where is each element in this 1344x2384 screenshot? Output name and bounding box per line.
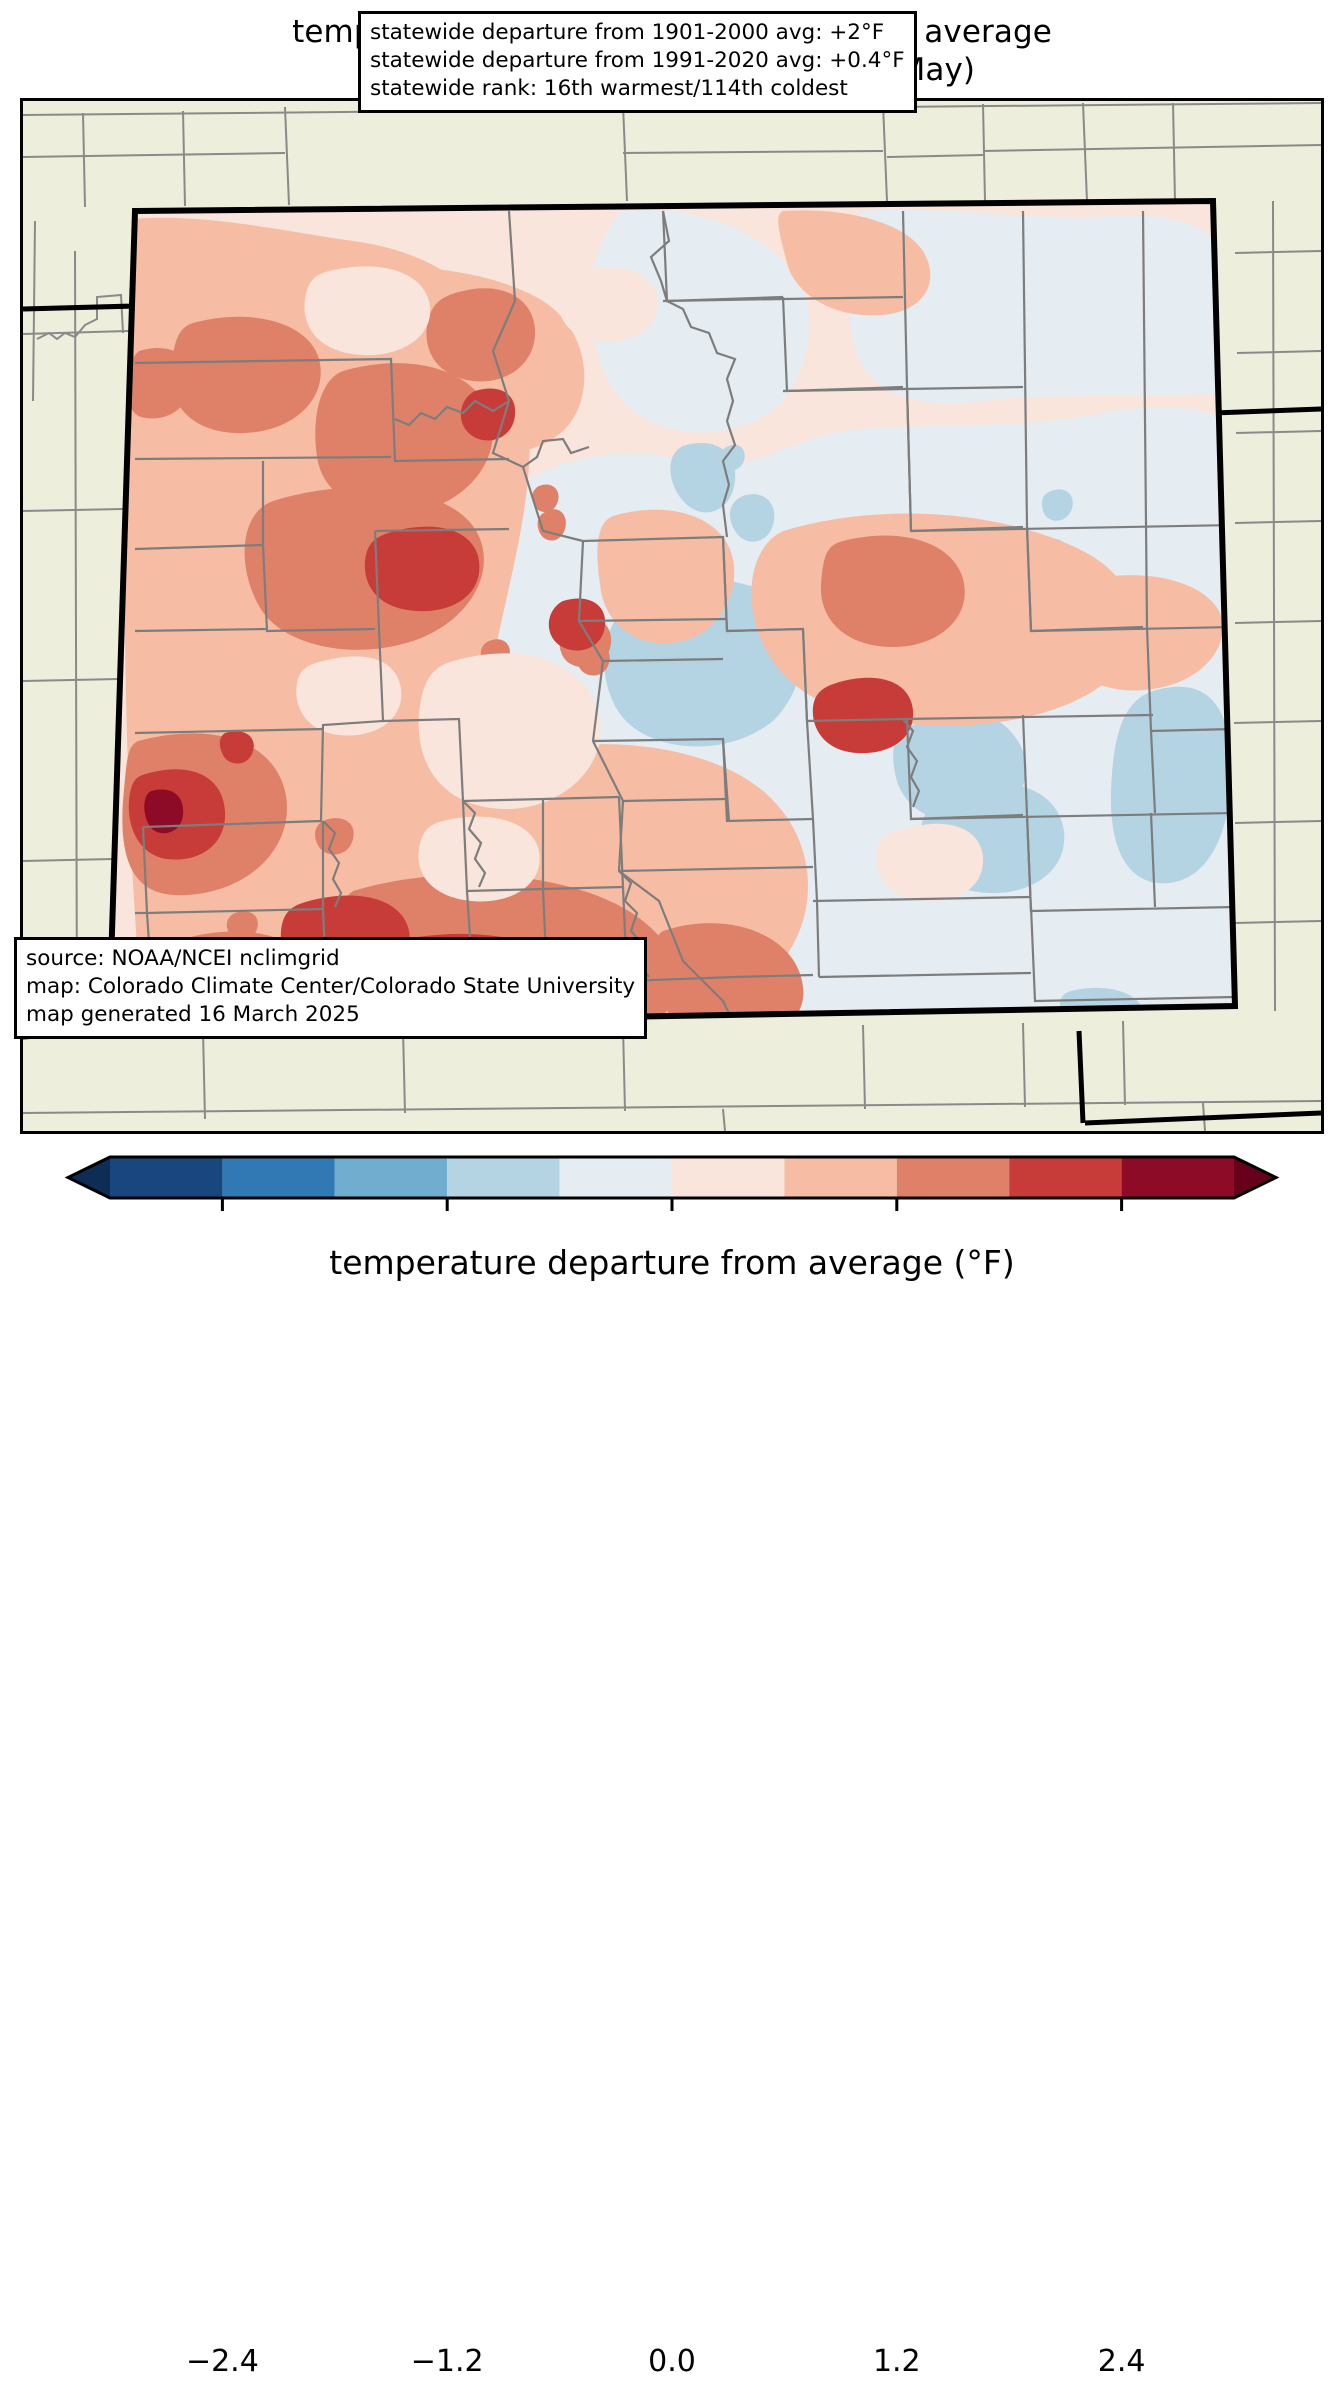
- colorbar-band: [896, 1157, 1010, 1198]
- colorbar-band: [672, 1157, 785, 1198]
- colorbar-tick-label: 0.0: [648, 2344, 696, 2379]
- stat-statewide-rank: statewide rank: 16th warmest/114th colde…: [370, 75, 848, 101]
- colorbar-tick-label: 2.4: [1097, 2344, 1146, 2379]
- statewide-stats-box: statewide departure from 1901-2000 avg: …: [358, 11, 917, 113]
- source-line: source: NOAA/NCEI nclimgrid: [26, 946, 340, 971]
- colorbar-band: [559, 1157, 672, 1198]
- colorbar-tick-marks: [220, 1198, 1124, 1211]
- map-credit-line: map: Colorado Climate Center/Colorado St…: [26, 973, 636, 999]
- colorbar-swatches: [64, 1155, 1280, 1211]
- colorbar-band: [334, 1157, 448, 1198]
- colorbar-axis-label: temperature departure from average (°F): [329, 1243, 1015, 1282]
- colorbar-band: [110, 1157, 223, 1198]
- colorbar-under-arrow: [68, 1157, 110, 1198]
- colorbar-band: [447, 1157, 560, 1198]
- colorbar-band: [1009, 1157, 1122, 1198]
- colorbar-band-group: [64, 1155, 1280, 1200]
- anomaly-contour-field: [109, 201, 1235, 1026]
- source-credits-box: source: NOAA/NCEI nclimgrid map: Colorad…: [14, 937, 648, 1039]
- colorbar-band: [784, 1157, 897, 1198]
- colorbar-tick-label: −2.4: [185, 2344, 259, 2379]
- colorbar-band: [222, 1157, 335, 1198]
- map-generated-line: map generated 16 March 2025: [26, 1001, 360, 1027]
- colorbar-band: [1121, 1157, 1234, 1198]
- stat-departure-1901-2000: statewide departure from 1901-2000 avg: …: [370, 20, 885, 45]
- colorbar-tick-label: −1.2: [410, 2344, 484, 2379]
- colorado-state-border: [105, 197, 1239, 1030]
- stat-departure-1991-2020: statewide departure from 1991-2020 avg: …: [370, 47, 905, 73]
- colorbar-tick-labels: −2.4 −1.2 0.0 1.2 2.4: [0, 2344, 1344, 2384]
- colorbar-outline: [64, 1155, 1280, 1200]
- colorbar-over-arrow: [1234, 1157, 1276, 1198]
- colorbar-tick-label: 1.2: [872, 2344, 921, 2379]
